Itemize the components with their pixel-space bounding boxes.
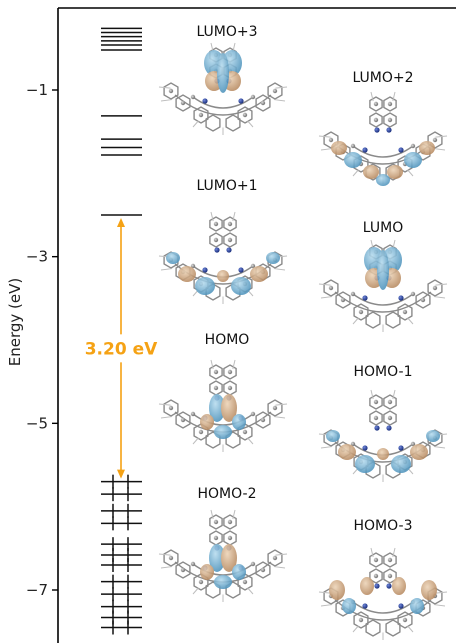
orbital-panel: LUMO+2 bbox=[318, 70, 448, 186]
orbital-panel: HOMO bbox=[158, 332, 288, 452]
orbital-label: HOMO-2 bbox=[198, 486, 257, 502]
molecule-structure bbox=[318, 91, 448, 184]
orbital-panel: HOMO-1 bbox=[318, 364, 448, 482]
gap-label: 3.20 eV bbox=[85, 339, 158, 359]
orbital-panel: LUMO+1 bbox=[158, 178, 288, 304]
orbital-label: LUMO+2 bbox=[352, 70, 413, 86]
gap-label-background bbox=[77, 336, 165, 361]
y-tick-label: −1 bbox=[26, 81, 48, 99]
y-axis-title: Energy (eV) bbox=[6, 278, 24, 366]
energy-levels bbox=[101, 27, 142, 635]
orbital-lobes bbox=[200, 544, 246, 589]
orbital-panel: LUMO+3 bbox=[158, 24, 288, 135]
orbital-label: LUMO bbox=[363, 220, 403, 236]
plot-frame bbox=[57, 7, 456, 643]
orbital-label: HOMO-1 bbox=[354, 364, 413, 380]
y-tick-label: −5 bbox=[26, 414, 48, 432]
orbital-label: HOMO-3 bbox=[354, 518, 413, 534]
orbital-images: LUMO+3 LUMO+2 LUMO+1 LUMO HOMO HOMO-1 HOMO-2 HO… bbox=[158, 24, 448, 640]
orbital-label: HOMO bbox=[205, 332, 250, 348]
y-tick-label: −7 bbox=[26, 581, 48, 599]
y-axis-tick-labels: −1 −3 −5 −7 bbox=[26, 81, 48, 599]
y-axis-ticks bbox=[52, 89, 58, 591]
orbital-label: LUMO+3 bbox=[196, 24, 257, 40]
orbital-lobes bbox=[326, 430, 440, 473]
y-tick-label: −3 bbox=[26, 248, 48, 266]
homo-lumo-gap: 3.20 eV bbox=[77, 218, 165, 479]
gap-arrowhead-up bbox=[117, 218, 125, 227]
orbital-label: LUMO+1 bbox=[196, 178, 257, 194]
orbital-lobes bbox=[200, 394, 246, 439]
orbital-panel: HOMO-2 bbox=[158, 486, 288, 602]
orbital-lobes bbox=[204, 50, 242, 93]
orbital-lobes bbox=[364, 247, 402, 290]
orbital-lobes bbox=[329, 577, 437, 614]
orbital-panel: HOMO-3 bbox=[318, 518, 448, 640]
gap-arrowhead-down bbox=[117, 469, 125, 479]
orbital-lobes bbox=[331, 141, 435, 186]
orbital-panel: LUMO bbox=[318, 220, 448, 332]
orbital-lobes bbox=[166, 252, 280, 295]
